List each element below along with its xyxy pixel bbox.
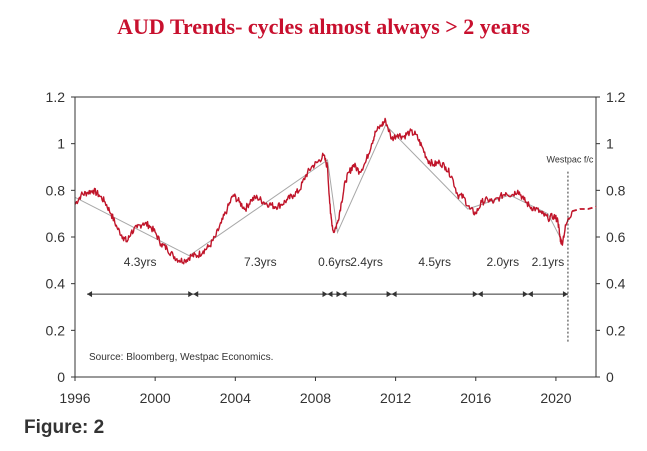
cycle-arrowhead-left [391,291,397,298]
x-tick-label: 2004 [220,390,251,406]
y-tick-label-right: 0 [606,369,614,385]
y-tick-label-right: 0.6 [606,229,626,245]
cycle-arrowhead-right [386,291,392,298]
aud-series-line [74,117,573,265]
cycle-arrowhead-left [527,291,533,298]
y-tick-label-left: 1.2 [46,89,66,105]
figure-label: Figure: 2 [24,417,105,438]
cycle-label: 2.1yrs [532,255,565,269]
cycle-arrowhead-right [188,291,194,298]
cycle-arrowhead-right [522,291,528,298]
y-tick-label-left: 0.2 [46,322,66,338]
cycle-label: 0.6yrs [318,255,351,269]
trend-layer [74,124,561,257]
y-tick-label-right: 0.2 [606,322,626,338]
x-tick-label: 2012 [380,390,411,406]
cycle-arrowhead-left [193,291,199,298]
y-tick-label-left: 1 [57,136,65,152]
y-tick-label-right: 1.2 [606,89,626,105]
cycle-label: 7.3yrs [244,255,277,269]
cycle-layer: 4.3yrs 7.3yrs 0.6yrs 2.4yrs 4.5yrs 2.0yrs 2.1y… [87,255,568,298]
cycle-label: 4.3yrs [124,255,157,269]
trend-line [74,124,561,257]
cycle-arrowhead-left [341,291,347,298]
forecast-layer: Westpac f/c [547,154,597,342]
cycle-label: 2.4yrs [350,255,383,269]
cycle-arrowhead-right [322,291,328,298]
source-note: Source: Bloomberg, Westpac Economics. [89,352,273,363]
y-tick-label-right: 1 [606,136,614,152]
y-tick-label-left: 0 [57,369,65,385]
series-layer [74,117,573,265]
cycle-arrowhead-right [472,291,478,298]
cycle-label: 4.5yrs [418,255,451,269]
y-tick-label-left: 0.6 [46,229,66,245]
cycle-arrowhead-left [87,291,93,298]
cycle-arrowhead-right [562,291,568,298]
y-tick-label-right: 0.4 [606,276,626,292]
forecast-line [571,205,597,213]
x-tick-label: 2000 [140,390,171,406]
y-tick-label-right: 0.8 [606,182,626,198]
y-tick-label-left: 0.8 [46,182,66,198]
cycle-arrowhead-right [336,291,342,298]
cycle-arrowhead-left [477,291,483,298]
y-tick-label-left: 0.4 [46,276,66,292]
forecast-label: Westpac f/c [547,154,594,164]
x-tick-label: 2020 [540,390,571,406]
cycle-label: 2.0yrs [486,255,519,269]
x-tick-label: 2008 [300,390,331,406]
x-tick-label: 2016 [460,390,491,406]
axis-layer: 0 0 0.2 0.2 0.4 0.4 0.6 0.6 0.8 0.8 1 1 1.2 1.2 1996 20… [46,89,626,406]
cycle-arrowhead-left [327,291,333,298]
x-tick-label: 1996 [59,390,90,406]
chart-title: AUD Trends- cycles almost always > 2 yea… [117,14,530,39]
